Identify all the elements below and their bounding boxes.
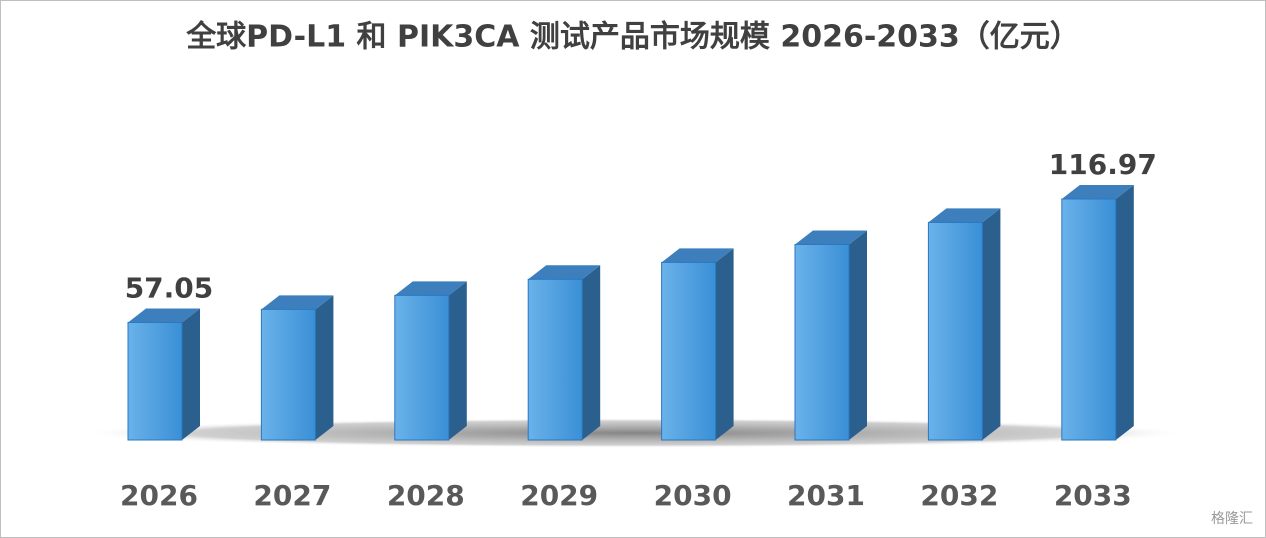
x-tick-label: 2029 bbox=[520, 479, 598, 512]
bar-top bbox=[261, 295, 334, 310]
bar-side bbox=[448, 281, 467, 440]
bar-top bbox=[528, 265, 601, 280]
bar bbox=[794, 243, 850, 441]
bar bbox=[927, 221, 983, 441]
bar-top bbox=[394, 281, 467, 296]
bar-top bbox=[795, 230, 867, 245]
bar-top bbox=[661, 248, 734, 263]
watermark: 格隆汇 bbox=[1211, 511, 1253, 527]
bar-side bbox=[982, 208, 1001, 440]
bar bbox=[260, 308, 316, 441]
bar-side bbox=[182, 308, 200, 440]
floor-shadow bbox=[80, 418, 1190, 448]
x-tick-label: 2027 bbox=[253, 479, 331, 512]
x-tick-label: 2030 bbox=[654, 479, 732, 512]
bar-side bbox=[582, 265, 601, 440]
bar bbox=[127, 321, 183, 441]
bar-top bbox=[928, 208, 1001, 223]
chart-title: 全球PD-L1 和 PIK3CA 测试产品市场规模 2026-2033（亿元） bbox=[185, 20, 1080, 55]
bar bbox=[661, 261, 717, 441]
bar-side bbox=[1115, 185, 1134, 440]
bar-side bbox=[715, 248, 734, 440]
data-label: 57.05 bbox=[125, 271, 214, 304]
x-tick-label: 2028 bbox=[387, 479, 465, 512]
x-tick-label: 2033 bbox=[1054, 479, 1132, 512]
bar bbox=[1061, 198, 1117, 441]
x-tick-label: 2031 bbox=[787, 479, 865, 512]
bar-top bbox=[128, 308, 200, 323]
x-tick-label: 2032 bbox=[920, 479, 998, 512]
bar-side bbox=[315, 295, 334, 440]
bar bbox=[394, 294, 450, 441]
bar bbox=[527, 278, 583, 441]
x-tick-label: 2026 bbox=[120, 479, 198, 512]
bar-side bbox=[849, 230, 867, 440]
data-label: 116.97 bbox=[1049, 148, 1157, 181]
bar-top bbox=[1061, 185, 1134, 199]
